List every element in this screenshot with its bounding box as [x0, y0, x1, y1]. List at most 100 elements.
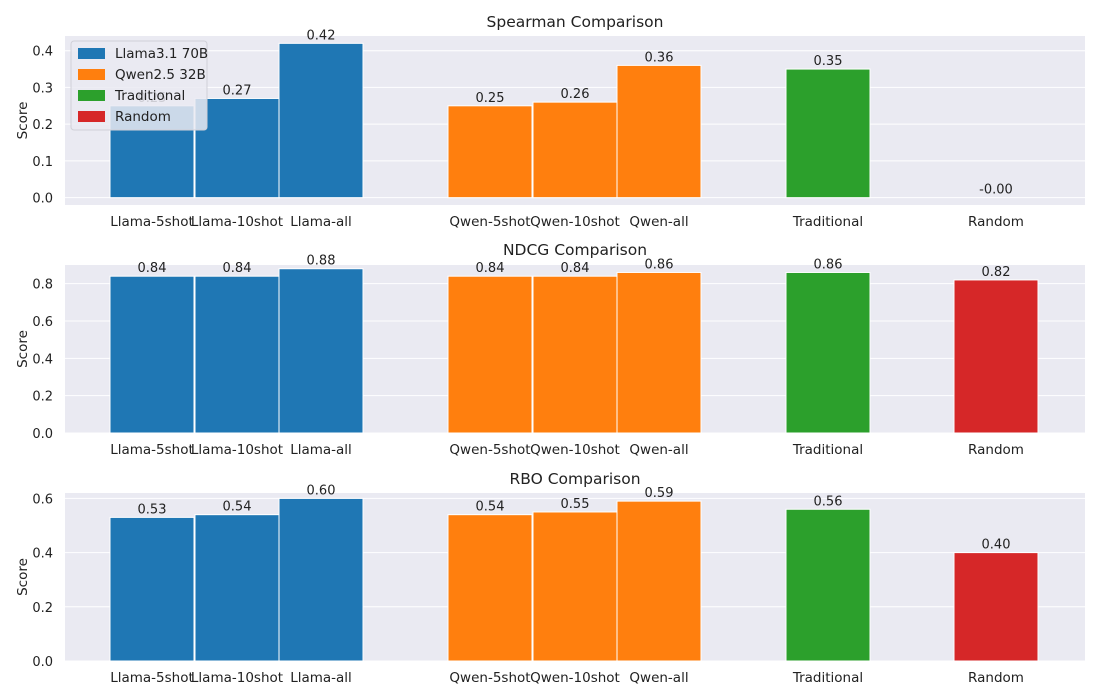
y-tick-label: 0.4	[32, 352, 53, 367]
data-label: 0.56	[814, 494, 843, 509]
x-tick-label: Random	[968, 214, 1024, 230]
bar-qwen-all	[616, 64, 702, 199]
x-tick-label: Qwen-10shot	[530, 214, 620, 230]
x-tick-label: Llama-10shot	[191, 442, 283, 458]
x-tick-label: Llama-5shot	[110, 442, 194, 458]
data-label: 0.59	[645, 486, 674, 501]
x-tick-label: Traditional	[792, 670, 863, 686]
x-tick-label: Qwen-all	[629, 442, 688, 458]
y-tick-label: 0.3	[32, 81, 53, 96]
bar-qwen-10shot	[532, 275, 618, 434]
data-label: 0.86	[814, 257, 843, 272]
bar-llama-5shot	[109, 516, 195, 662]
bar-llama-5shot	[109, 275, 195, 434]
x-tick-label: Traditional	[792, 214, 863, 230]
legend-box	[70, 40, 208, 131]
y-tick-label: 0.2	[32, 390, 53, 405]
bar-traditional	[785, 508, 871, 662]
chart-panel-2: 0.0 0.2 0.4 0.6 0.8 0.84 0.84 0.88 0.84 0.84 0.86 0…	[15, 241, 1085, 458]
bar-llama-10shot	[194, 514, 280, 662]
legend-swatch	[78, 69, 105, 80]
data-label: 0.40	[982, 538, 1011, 553]
x-tick-label: Qwen-5shot	[449, 214, 530, 230]
bar-qwen-5shot	[447, 105, 533, 199]
x-tick-label: Qwen-10shot	[530, 670, 620, 686]
x-tick-label: Qwen-all	[629, 670, 688, 686]
bar-llama-all	[278, 268, 364, 434]
chart-title: NDCG Comparison	[503, 241, 647, 259]
bar-qwen-5shot	[447, 275, 533, 434]
data-label: 0.84	[476, 261, 505, 276]
chart-title: Spearman Comparison	[487, 13, 664, 31]
y-tick-label: 0.1	[32, 155, 53, 170]
bar-traditional	[785, 271, 871, 434]
bar-llama-10shot	[194, 97, 280, 199]
bar-random	[953, 279, 1039, 434]
bar-qwen-all	[616, 271, 702, 434]
legend-swatch	[78, 111, 105, 122]
x-tick-label: Random	[968, 442, 1024, 458]
x-tick-label: Qwen-all	[629, 214, 688, 230]
legend: Llama3.1 70B Qwen2.5 32B Traditional Random	[70, 40, 208, 131]
bar-qwen-10shot	[532, 511, 618, 662]
y-axis-label: Score	[15, 558, 31, 596]
bar-qwen-10shot	[532, 101, 618, 199]
data-label: 0.55	[561, 497, 590, 512]
x-tick-label: Random	[968, 670, 1024, 686]
bar-llama-all	[278, 42, 364, 199]
y-tick-label: 0.0	[32, 427, 53, 442]
bar-traditional	[785, 68, 871, 199]
x-tick-label: Qwen-5shot	[449, 670, 530, 686]
y-axis-label: Score	[15, 102, 31, 140]
legend-label: Llama3.1 70B	[115, 46, 208, 62]
bar-random	[953, 552, 1039, 662]
legend-label: Traditional	[114, 88, 185, 104]
data-label: 0.54	[476, 500, 505, 515]
x-tick-label: Llama-all	[290, 442, 352, 458]
legend-swatch	[78, 48, 105, 59]
data-label: 0.26	[561, 87, 590, 102]
x-tick-label: Llama-10shot	[191, 214, 283, 230]
data-label: 0.84	[138, 261, 167, 276]
data-label: 0.35	[814, 54, 843, 69]
data-label: 0.88	[307, 254, 336, 269]
x-tick-label: Llama-5shot	[110, 670, 194, 686]
data-label: 0.84	[223, 261, 252, 276]
y-tick-label: 0.6	[32, 315, 53, 330]
data-label: 0.82	[982, 265, 1011, 280]
data-label: 0.36	[645, 50, 674, 65]
y-tick-label: 0.8	[32, 278, 53, 293]
data-label: 0.60	[307, 483, 336, 498]
bar-llama-10shot	[194, 275, 280, 434]
y-axis-label: Score	[15, 330, 31, 368]
x-tick-label: Llama-10shot	[191, 670, 283, 686]
legend-label: Random	[115, 109, 171, 125]
y-tick-label: 0.2	[32, 601, 53, 616]
chart-panel-3: 0.0 0.2 0.4 0.6 0.53 0.54 0.60 0.54 0.55 0.59 0.56…	[15, 470, 1085, 686]
chart-panel-1: 0.00.10.20.30.40.250.270.420.250.260.360…	[15, 13, 1085, 230]
legend-label: Qwen2.5 32B	[115, 67, 206, 83]
bar-qwen-all	[616, 500, 702, 662]
x-tick-label: Qwen-10shot	[530, 442, 620, 458]
y-tick-label: 0.0	[32, 655, 53, 670]
data-label: 0.86	[645, 257, 674, 272]
legend-swatch	[78, 90, 105, 101]
data-label: 0.53	[138, 502, 167, 517]
y-tick-label: 0.0	[32, 192, 53, 207]
data-label: -0.00	[979, 183, 1013, 198]
data-label: 0.25	[476, 91, 505, 106]
x-tick-label: Llama-all	[290, 214, 352, 230]
chart-title: RBO Comparison	[509, 470, 640, 488]
x-tick-label: Qwen-5shot	[449, 442, 530, 458]
y-tick-label: 0.2	[32, 118, 53, 133]
data-label: 0.54	[223, 500, 252, 515]
y-tick-label: 0.4	[32, 547, 53, 562]
x-tick-label: Llama-5shot	[110, 214, 194, 230]
y-tick-label: 0.6	[32, 492, 53, 507]
data-label: 0.42	[307, 28, 336, 43]
bar-qwen-5shot	[447, 514, 533, 662]
y-tick-label: 0.4	[32, 45, 53, 60]
bar-llama-all	[278, 497, 364, 662]
data-label: 0.27	[223, 83, 252, 98]
